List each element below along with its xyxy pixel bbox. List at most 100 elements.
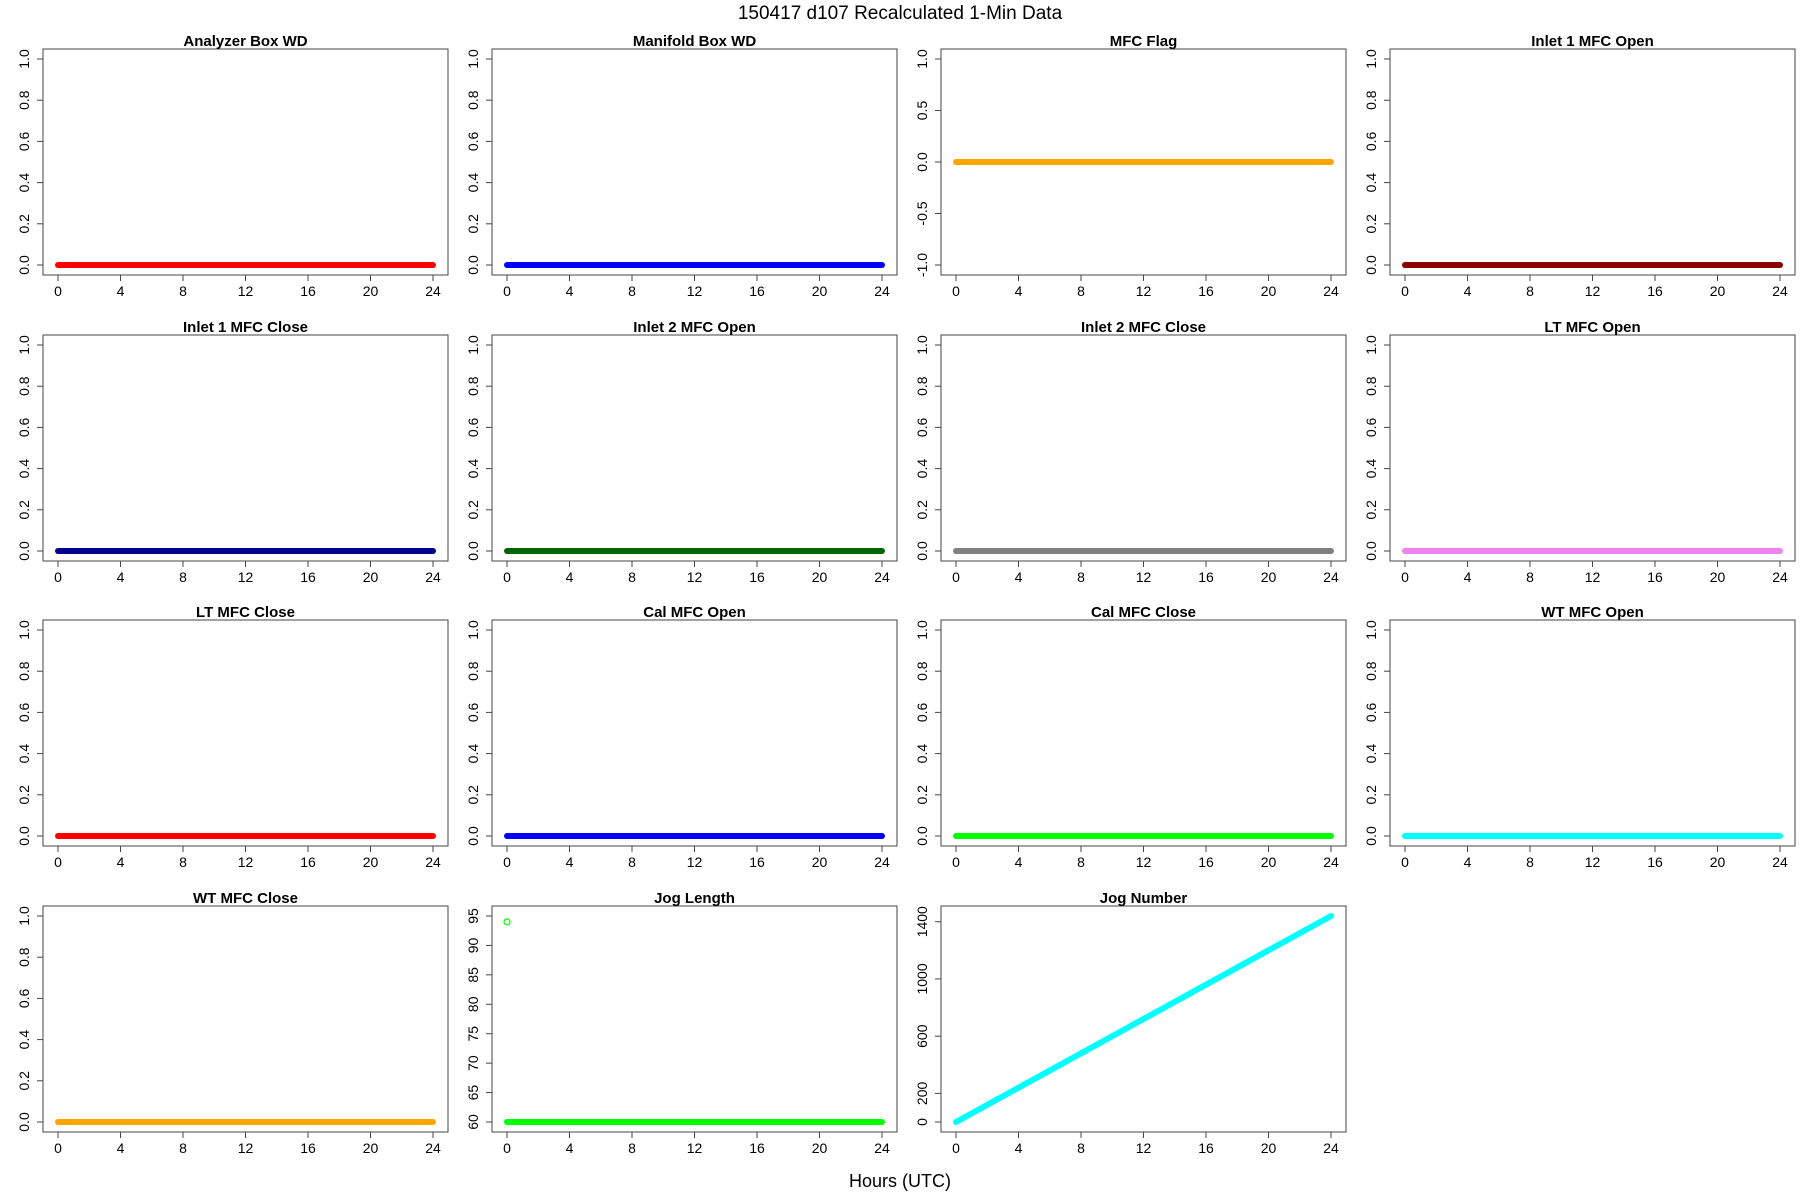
x-tick-label-lt-mfc-open-24: 24 [1772,569,1788,585]
x-tick-label-inlet-1-mfc-open-20: 20 [1710,283,1726,299]
x-tick-label-lt-mfc-close-12: 12 [238,854,254,870]
x-tick-label-wt-mfc-close-20: 20 [363,1140,379,1156]
series-jog-length [503,918,885,1125]
x-tick-label-wt-mfc-open-8: 8 [1526,854,1534,870]
x-axis-cal-mfc-close: 0 4 8 12 16 20 24 [952,846,1339,870]
x-tick-label-analyzer-box-wd-12: 12 [238,283,254,299]
y-tick-label-analyzer-box-wd-0-6: 0.6 [16,131,32,151]
y-tick-label-inlet-1-mfc-close-0-4: 0.4 [16,459,32,479]
x-tick-label-analyzer-box-wd-8: 8 [179,283,187,299]
panel-inlet-2-mfc-close: Inlet 2 MFC Close 0 4 8 12 16 20 24 0.0 0.2 0.4 0.6… [914,319,1347,585]
x-tick-label-cal-mfc-open-8: 8 [628,854,636,870]
y-axis-inlet-2-mfc-close: 0.0 0.2 0.4 0.6 0.8 1.0 [914,335,941,561]
y-tick-label-cal-mfc-close-0-8: 0.8 [914,661,930,681]
y-tick-label-lt-mfc-open-0-2: 0.2 [1363,500,1379,520]
x-tick-label-inlet-2-mfc-open-12: 12 [687,569,703,585]
y-tick-label-wt-mfc-open-1-0: 1.0 [1363,620,1379,640]
x-tick-label-manifold-box-wd-20: 20 [812,283,828,299]
y-tick-label-cal-mfc-open-0-4: 0.4 [465,744,481,764]
y-tick-label-mfc-flag-0-5: 0.5 [914,101,930,121]
x-tick-label-jog-number-24: 24 [1323,1140,1339,1156]
y-tick-label-lt-mfc-open-0-4: 0.4 [1363,459,1379,479]
y-tick-label-cal-mfc-close-0-4: 0.4 [914,744,930,764]
y-tick-label-lt-mfc-close-1-0: 1.0 [16,620,32,640]
y-tick-label-jog-number-200: 200 [914,1081,930,1105]
y-tick-label-mfc-flag-0-5: -0.5 [914,201,930,225]
x-tick-label-wt-mfc-close-12: 12 [238,1140,254,1156]
x-tick-label-lt-mfc-open-0: 0 [1401,569,1409,585]
x-tick-label-cal-mfc-open-0: 0 [503,854,511,870]
panel-mfc-flag: MFC Flag 0 4 8 12 16 20 24 -1.0 -0.5 0.0 0.5 1.0 [914,33,1347,299]
y-tick-label-inlet-1-mfc-open-1-0: 1.0 [1363,49,1379,69]
y-tick-label-inlet-1-mfc-close-0-2: 0.2 [16,500,32,520]
y-tick-label-inlet-2-mfc-open-0-4: 0.4 [465,459,481,479]
x-axis-wt-mfc-close: 0 4 8 12 16 20 24 [54,1132,441,1156]
y-tick-label-inlet-2-mfc-open-1-0: 1.0 [465,335,481,355]
y-tick-label-wt-mfc-open-0-8: 0.8 [1363,661,1379,681]
panels: Analyzer Box WD0 4 8 12 16 20 240.00.20.40.60.… [16,33,1796,1156]
y-tick-label-wt-mfc-close-0-6: 0.6 [16,988,32,1008]
panel-title-cal-mfc-close: Cal MFC Close [1091,604,1196,621]
y-tick-label-cal-mfc-open-0-6: 0.6 [465,702,481,722]
x-tick-label-analyzer-box-wd-20: 20 [363,283,379,299]
x-tick-label-wt-mfc-close-16: 16 [300,1140,316,1156]
x-tick-label-inlet-2-mfc-open-4: 4 [566,569,574,585]
x-tick-label-lt-mfc-close-0: 0 [54,854,62,870]
y-tick-label-wt-mfc-close-0-0: 0.0 [16,1112,32,1132]
y-tick-label-wt-mfc-close-0-4: 0.4 [16,1030,32,1050]
y-tick-label-manifold-box-wd-0-0: 0.0 [465,255,481,275]
x-axis-manifold-box-wd: 0 4 8 12 16 20 24 [503,275,890,299]
plot-frame-lt-mfc-close [42,619,449,847]
y-axis-lt-mfc-close: 0.0 0.2 0.4 0.6 0.8 1.0 [16,620,43,846]
x-tick-label-lt-mfc-open-4: 4 [1464,569,1472,585]
x-tick-label-inlet-2-mfc-close-8: 8 [1077,569,1085,585]
y-tick-label-jog-length-85: 85 [465,967,481,983]
y-tick-label-analyzer-box-wd-1-0: 1.0 [16,49,32,69]
x-tick-label-cal-mfc-open-16: 16 [749,854,765,870]
plot-frame-wt-mfc-close [42,905,449,1133]
x-tick-label-jog-number-0: 0 [952,1140,960,1156]
y-axis-cal-mfc-close: 0.0 0.2 0.4 0.6 0.8 1.0 [914,620,941,846]
x-axis-label: Hours (UTC) [849,1171,951,1191]
y-tick-label-inlet-1-mfc-open-0-4: 0.4 [1363,173,1379,193]
x-tick-label-inlet-2-mfc-open-8: 8 [628,569,636,585]
y-tick-label-lt-mfc-close-0-6: 0.6 [16,702,32,722]
panel-title-inlet-1-mfc-close: Inlet 1 MFC Close [183,319,308,336]
x-tick-label-inlet-2-mfc-close-0: 0 [952,569,960,585]
x-tick-label-manifold-box-wd-12: 12 [687,283,703,299]
x-axis-inlet-2-mfc-close: 0 4 8 12 16 20 24 [952,561,1339,585]
x-tick-label-wt-mfc-open-20: 20 [1710,854,1726,870]
x-tick-label-cal-mfc-close-20: 20 [1261,854,1277,870]
y-tick-label-jog-length-75: 75 [465,1026,481,1042]
x-axis-inlet-2-mfc-open: 0 4 8 12 16 20 24 [503,561,890,585]
x-axis-lt-mfc-open: 0 4 8 12 16 20 24 [1401,561,1788,585]
y-tick-label-lt-mfc-close-0-2: 0.2 [16,785,32,805]
panel-lt-mfc-close: LT MFC Close 0 4 8 12 16 20 24 0.0 0.2 0.4 0.6 0.8 1.… [16,604,449,870]
y-tick-label-manifold-box-wd-0-6: 0.6 [465,131,481,151]
panel-wt-mfc-close: WT MFC Close 0 4 8 12 16 20 24 0.0 0.2 0.4 0.6 0.8 1.… [16,890,449,1156]
y-tick-label-manifold-box-wd-0-8: 0.8 [465,90,481,110]
y-tick-label-inlet-2-mfc-close-0-6: 0.6 [914,417,930,437]
y-tick-label-cal-mfc-open-1-0: 1.0 [465,620,481,640]
y-tick-label-wt-mfc-open-0-2: 0.2 [1363,785,1379,805]
y-tick-label-jog-number-1400: 1400 [914,906,930,937]
panel-analyzer-box-wd: Analyzer Box WD0 4 8 12 16 20 240.00.20.40.60.… [16,33,449,299]
y-tick-label-lt-mfc-open-0-8: 0.8 [1363,376,1379,396]
plot-frame-cal-mfc-close [940,619,1347,847]
panel-lt-mfc-open: LT MFC Open 0 4 8 12 16 20 24 0.0 0.2 0.4 0.6 0.8 1.0 [1363,319,1796,585]
y-tick-label-inlet-1-mfc-close-1-0: 1.0 [16,335,32,355]
panel-title-analyzer-box-wd: Analyzer Box WD [183,33,307,50]
panel-title-jog-length: Jog Length [654,890,735,907]
x-tick-label-jog-length-12: 12 [687,1140,703,1156]
x-axis-wt-mfc-open: 0 4 8 12 16 20 24 [1401,846,1788,870]
series-line-jog-number [953,913,1334,1125]
y-tick-label-cal-mfc-open-0-0: 0.0 [465,826,481,846]
x-tick-label-cal-mfc-close-4: 4 [1015,854,1023,870]
x-tick-label-lt-mfc-close-20: 20 [363,854,379,870]
x-tick-label-analyzer-box-wd-24: 24 [425,283,441,299]
panel-title-wt-mfc-open: WT MFC Open [1541,604,1643,621]
x-tick-label-manifold-box-wd-24: 24 [874,283,890,299]
panel-title-lt-mfc-open: LT MFC Open [1544,319,1640,336]
